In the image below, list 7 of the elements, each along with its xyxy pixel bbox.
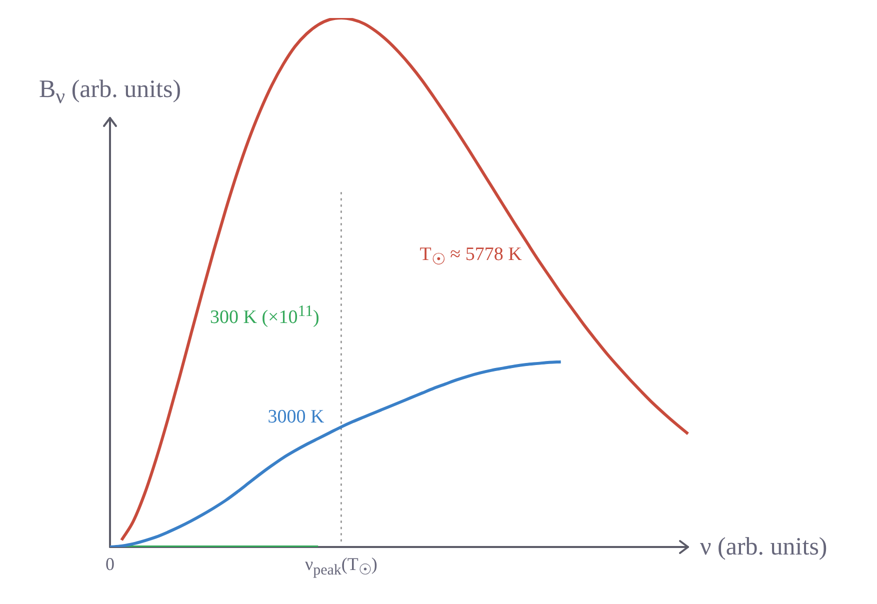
x-tick-label: ν$_{peak}$(T$_{☉}$) [304, 554, 378, 580]
series-label: T$_{☉}$ ≈ 5778 K [420, 244, 522, 270]
y-axis-title: B$_{ν}$ (arb. units) [38, 76, 182, 108]
series-label: 3000 K [268, 406, 324, 428]
x-axis-title: ν (arb. units) [700, 533, 828, 561]
text: 300 K (×10$^{11}$) [210, 302, 320, 329]
x-tick-label: 0 [106, 554, 114, 575]
